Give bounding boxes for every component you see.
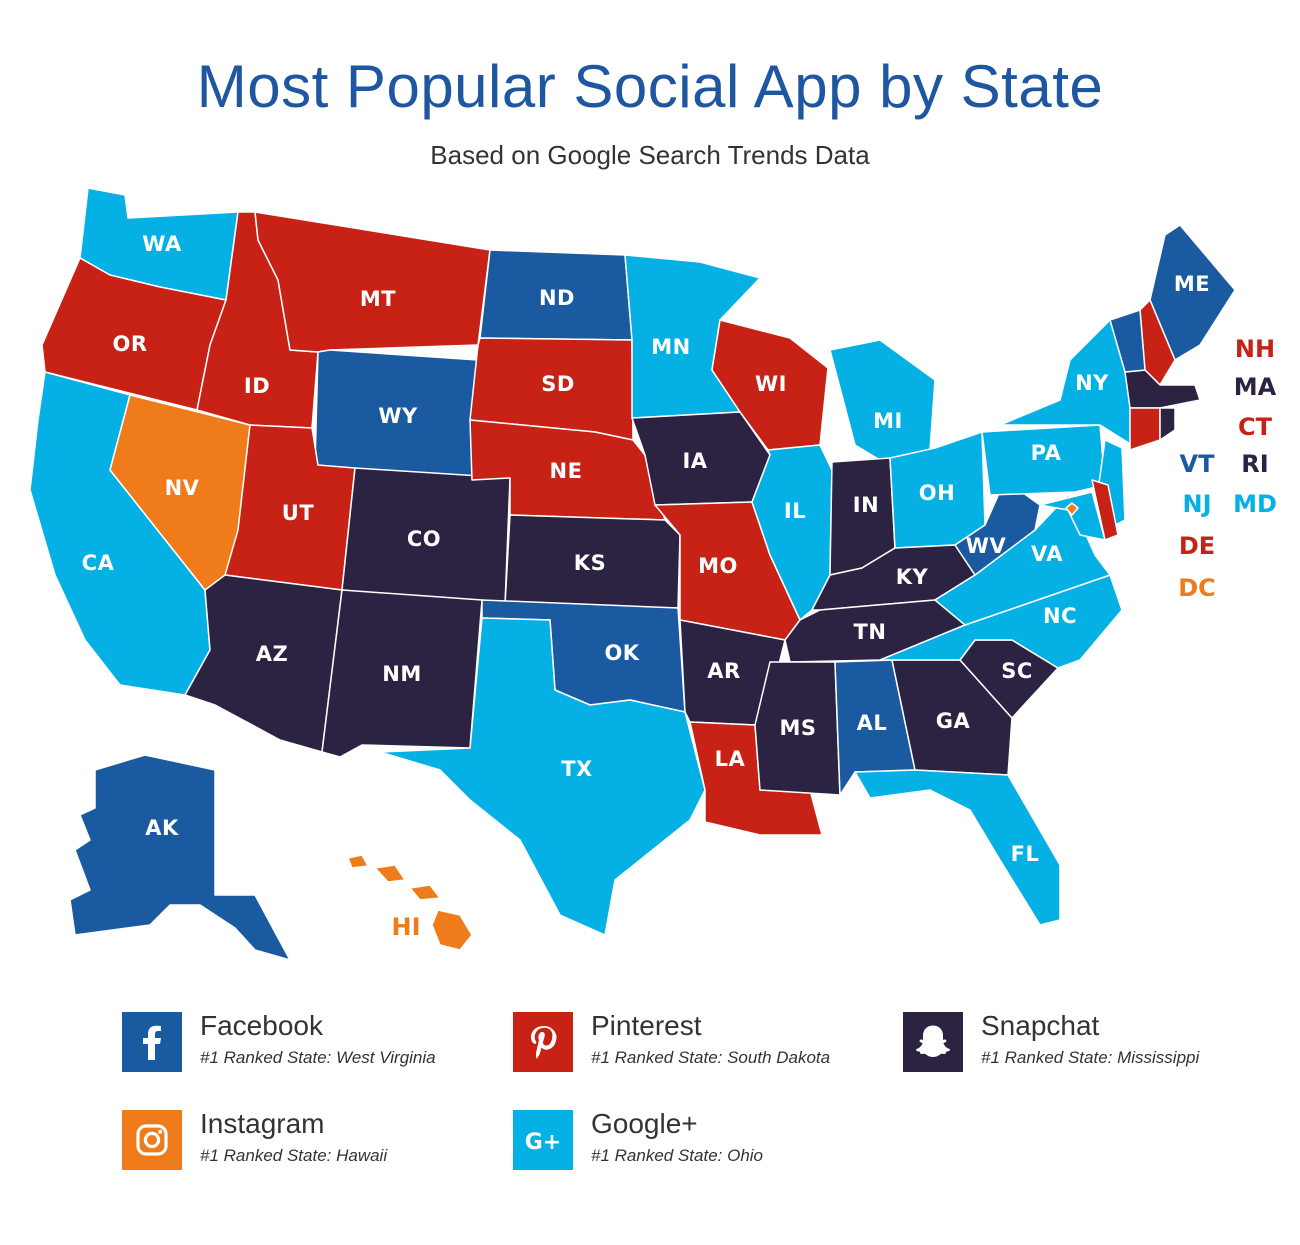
- state-label-wa: WA: [142, 232, 182, 256]
- state-label-nd: ND: [539, 286, 575, 310]
- state-label-ia: IA: [682, 449, 707, 473]
- state-dc: [1065, 502, 1079, 516]
- snapchat-icon: [903, 1012, 963, 1072]
- us-map: WA OR CA NV ID MT WY UT AZ CO NM ND SD NE KS OK TX MN IA MO…: [29, 187, 1277, 961]
- state-label-nc: NC: [1043, 604, 1077, 628]
- state-label-ar: AR: [707, 659, 740, 683]
- state-md: [1039, 491, 1106, 541]
- page-subtitle: Based on Google Search Trends Data: [430, 140, 870, 170]
- state-label-ct: CT: [1238, 413, 1273, 441]
- state-hi: [347, 854, 473, 951]
- legend-note: #1 Ranked State: Hawaii: [200, 1146, 388, 1165]
- state-label-wi: WI: [755, 372, 787, 396]
- legend-name: Snapchat: [981, 1010, 1100, 1041]
- state-nc: [879, 574, 1123, 669]
- state-label-va: VA: [1031, 542, 1063, 566]
- state-label-ca: CA: [82, 551, 115, 575]
- instagram-icon: [122, 1110, 182, 1170]
- state-label-pa: PA: [1031, 441, 1062, 465]
- state-label-co: CO: [407, 527, 441, 551]
- legend-note: #1 Ranked State: Ohio: [591, 1146, 764, 1165]
- state-label-wy: WY: [378, 404, 418, 428]
- legend-note: #1 Ranked State: West Virginia: [200, 1048, 436, 1067]
- state-label-sc: SC: [1001, 659, 1033, 683]
- state-label-mi: MI: [873, 409, 903, 433]
- state-label-nm: NM: [382, 662, 421, 686]
- state-label-nj: NJ: [1182, 490, 1211, 518]
- state-label-or: OR: [112, 332, 147, 356]
- legend-name: Google+: [591, 1108, 698, 1139]
- state-label-tx: TX: [561, 757, 593, 781]
- state-label-dc: DC: [1178, 574, 1216, 602]
- google-plus-icon: G+: [513, 1110, 573, 1170]
- state-ak: [69, 754, 291, 961]
- state-label-nh: NH: [1235, 335, 1275, 363]
- state-ri: [1159, 407, 1176, 441]
- legend-name: Facebook: [200, 1010, 323, 1041]
- legend-note: #1 Ranked State: Mississippi: [981, 1048, 1200, 1067]
- state-label-il: IL: [784, 499, 806, 523]
- state-label-mt: MT: [360, 287, 396, 311]
- state-label-oh: OH: [919, 481, 955, 505]
- state-label-vt: VT: [1180, 450, 1216, 478]
- legend-item-snapchat: Snapchat #1 Ranked State: Mississippi: [903, 1010, 1283, 1074]
- state-label-ak: AK: [145, 816, 179, 840]
- legend-item-facebook: Facebook #1 Ranked State: West Virginia: [122, 1010, 502, 1074]
- state-label-in: IN: [853, 493, 879, 517]
- state-label-mo: MO: [698, 554, 738, 578]
- state-label-la: LA: [715, 747, 746, 771]
- state-label-de: DE: [1179, 532, 1215, 560]
- state-label-ri: RI: [1241, 450, 1268, 478]
- state-label-fl: FL: [1011, 842, 1040, 866]
- state-tx: [379, 617, 706, 936]
- state-label-az: AZ: [256, 642, 288, 666]
- facebook-icon: [122, 1012, 182, 1072]
- legend-name: Pinterest: [591, 1010, 702, 1041]
- legend-item-pinterest: Pinterest #1 Ranked State: South Dakota: [513, 1010, 893, 1074]
- state-label-ms: MS: [779, 716, 816, 740]
- state-ks: [504, 514, 681, 609]
- state-label-hi: HI: [391, 913, 420, 941]
- state-label-ga: GA: [936, 709, 971, 733]
- state-label-sd: SD: [541, 372, 575, 396]
- state-label-id: ID: [244, 374, 270, 398]
- state-fl: [854, 769, 1061, 926]
- state-ms: [754, 661, 841, 796]
- pinterest-icon: [513, 1012, 573, 1072]
- state-ct: [1129, 407, 1161, 451]
- state-label-ne: NE: [550, 459, 583, 483]
- state-label-tn: TN: [854, 620, 887, 644]
- state-label-mn: MN: [651, 335, 690, 359]
- legend-note: #1 Ranked State: South Dakota: [591, 1048, 831, 1067]
- state-label-ks: KS: [574, 551, 606, 575]
- state-label-al: AL: [857, 711, 888, 735]
- state-label-ky: KY: [896, 565, 929, 589]
- state-vt: [1109, 309, 1146, 373]
- state-ny: [999, 319, 1133, 446]
- state-label-ut: UT: [282, 501, 315, 525]
- state-de: [1091, 479, 1119, 541]
- legend-item-google-plus: G+ Google+ #1 Ranked State: Ohio: [513, 1108, 893, 1172]
- state-label-me: ME: [1174, 272, 1210, 296]
- state-mt: [254, 211, 491, 353]
- state-pa: [981, 424, 1106, 496]
- svg-text:G+: G+: [525, 1130, 562, 1155]
- state-il: [751, 444, 833, 621]
- state-label-ma: MA: [1234, 373, 1277, 401]
- state-label-ny: NY: [1075, 371, 1109, 395]
- legend-item-instagram: Instagram #1 Ranked State: Hawaii: [122, 1108, 502, 1172]
- state-label-ok: OK: [604, 641, 639, 665]
- state-label-nv: NV: [165, 476, 200, 500]
- legend-name: Instagram: [200, 1108, 325, 1139]
- state-label-md: MD: [1233, 490, 1277, 518]
- state-mi: [829, 339, 936, 461]
- page-title: Most Popular Social App by State: [196, 53, 1104, 120]
- state-label-wv: WV: [966, 534, 1007, 558]
